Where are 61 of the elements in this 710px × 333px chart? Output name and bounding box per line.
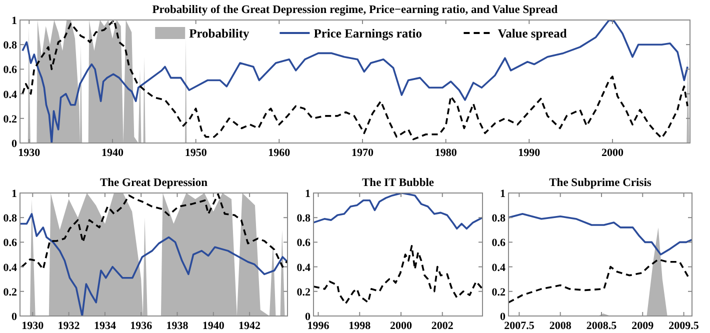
x-tick-label: 1932 bbox=[58, 320, 80, 332]
x-tick-label: 1940 bbox=[102, 147, 124, 159]
y-tick-label: 0.2 bbox=[492, 286, 506, 298]
y-tick-label: 0.2 bbox=[3, 113, 18, 126]
line-series bbox=[508, 213, 692, 256]
y-tick-label: 0 bbox=[305, 311, 312, 323]
x-tick-label: 1942 bbox=[238, 320, 262, 332]
y-tick-label: 0.6 bbox=[3, 64, 18, 76]
y-tick-label: 0.4 bbox=[3, 262, 18, 274]
x-tick-label: 2002 bbox=[431, 320, 454, 332]
y-tick-label: 1 bbox=[305, 188, 311, 200]
x-tick-label: 1930 bbox=[18, 147, 41, 159]
y-tick-label: 0.8 bbox=[492, 212, 506, 225]
y-tick-label: 0 bbox=[12, 138, 18, 150]
y-tick-label: 0 bbox=[500, 311, 506, 323]
line-series bbox=[20, 193, 288, 270]
chart-title: The IT Bubble bbox=[362, 177, 434, 189]
y-tick-label: 0.6 bbox=[492, 237, 506, 250]
x-tick-label: 2000 bbox=[602, 147, 624, 159]
chart-title: The Great Depression bbox=[100, 177, 208, 189]
legend-label: Value spread bbox=[498, 26, 567, 40]
x-tick-label: 1980 bbox=[434, 147, 458, 159]
legend-label: Probability bbox=[189, 26, 250, 40]
chart-title: Probability of the Great Depression regime, Price−earning ratio, and Value Spread bbox=[152, 4, 558, 16]
y-tick-label: 0.4 bbox=[3, 88, 18, 101]
x-tick-label: 1938 bbox=[166, 320, 189, 332]
y-tick-label: 0.6 bbox=[296, 237, 312, 250]
y-tick-label: 0 bbox=[12, 311, 18, 323]
legend-label: Price Earnings ratio bbox=[314, 26, 422, 40]
line-series bbox=[314, 193, 483, 230]
y-tick-label: 1 bbox=[12, 188, 17, 200]
x-tick-label: 1936 bbox=[130, 320, 153, 332]
y-tick-label: 0.4 bbox=[492, 262, 506, 274]
x-tick-label: 2008 bbox=[549, 320, 572, 332]
y-tick-label: 0.8 bbox=[296, 212, 312, 225]
y-tick-label: 0.6 bbox=[3, 237, 18, 250]
y-tick-label: 0.4 bbox=[296, 262, 312, 274]
y-tick-label: 0.8 bbox=[3, 40, 18, 52]
x-tick-label: 1950 bbox=[184, 147, 208, 159]
x-tick-label: 1940 bbox=[202, 320, 225, 332]
x-tick-label: 1998 bbox=[348, 320, 372, 332]
y-tick-label: 0.2 bbox=[3, 286, 18, 298]
x-tick-label: 1960 bbox=[268, 147, 291, 159]
x-tick-label: 1970 bbox=[352, 147, 374, 159]
y-tick-label: 0.2 bbox=[296, 286, 312, 298]
x-tick-label: 2009.5 bbox=[668, 320, 700, 332]
line-series bbox=[508, 258, 690, 304]
x-tick-label: 2000 bbox=[390, 320, 413, 332]
chart-title: The Subprime Crisis bbox=[549, 177, 652, 189]
y-tick-label: 1 bbox=[12, 15, 17, 27]
x-tick-label: 2008.5 bbox=[586, 320, 618, 332]
y-tick-label: 1 bbox=[500, 188, 506, 200]
x-tick-label: 2007.5 bbox=[504, 320, 535, 332]
x-tick-label: 1990 bbox=[518, 147, 541, 159]
x-tick-label: 1930 bbox=[22, 320, 44, 332]
x-tick-label: 2009 bbox=[632, 320, 654, 332]
x-tick-label: 1934 bbox=[94, 320, 116, 332]
line-series bbox=[314, 244, 483, 305]
line-series bbox=[20, 213, 288, 316]
x-tick-label: 1996 bbox=[307, 320, 330, 332]
y-tick-label: 0.8 bbox=[3, 212, 18, 225]
